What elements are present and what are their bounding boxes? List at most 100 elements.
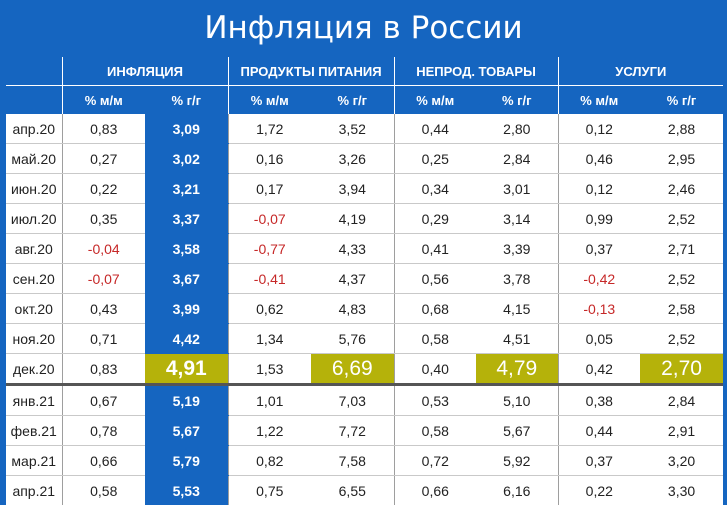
mom-value-cell: 0,41 <box>394 234 476 264</box>
corner-cell <box>6 86 62 115</box>
mom-value-cell: -0,04 <box>62 234 145 264</box>
mom-value-cell: 0,12 <box>558 114 640 144</box>
yoy-value-cell: 6,69 <box>311 354 394 385</box>
yoy-value-cell: 5,79 <box>145 446 228 476</box>
yoy-value-cell: 3,20 <box>640 446 723 476</box>
mom-value-cell: 0,37 <box>558 446 640 476</box>
mom-value-cell: 0,12 <box>558 174 640 204</box>
mom-value-cell: 0,34 <box>394 174 476 204</box>
mom-value-cell: 0,16 <box>228 144 311 174</box>
slide-title: Инфляция в России <box>0 0 727 56</box>
group-header-nonfood: НЕПРОД. ТОВАРЫ <box>394 57 558 86</box>
group-header-services: УСЛУГИ <box>558 57 723 86</box>
month-cell: сен.20 <box>6 264 62 294</box>
yoy-value-cell: 4,51 <box>476 324 558 354</box>
inflation-table: ИНФЛЯЦИЯ ПРОДУКТЫ ПИТАНИЯ НЕПРОД. ТОВАРЫ… <box>6 57 723 505</box>
subheader-mm: % м/м <box>558 86 640 115</box>
subheader-mm: % м/м <box>228 86 311 115</box>
mom-value-cell: 0,46 <box>558 144 640 174</box>
yoy-value-cell: 4,33 <box>311 234 394 264</box>
month-cell: янв.21 <box>6 385 62 416</box>
yoy-value-cell: 3,09 <box>145 114 228 144</box>
yoy-value-cell: 2,84 <box>640 385 723 416</box>
yoy-value-cell: 2,84 <box>476 144 558 174</box>
mom-value-cell: 0,25 <box>394 144 476 174</box>
mom-value-cell: 1,34 <box>228 324 311 354</box>
inflation-slide: Инфляция в России ИНФЛЯЦИЯ ПРОДУКТЫ ПИТА… <box>0 0 727 494</box>
yoy-value-cell: 3,02 <box>145 144 228 174</box>
yoy-value-cell: 6,16 <box>476 476 558 505</box>
mom-value-cell: 0,44 <box>558 416 640 446</box>
subheader-mm: % м/м <box>62 86 145 115</box>
yoy-value-cell: 3,37 <box>145 204 228 234</box>
mom-value-cell: 0,83 <box>62 114 145 144</box>
month-cell: ноя.20 <box>6 324 62 354</box>
mom-value-cell: 0,62 <box>228 294 311 324</box>
yoy-value-cell: 3,21 <box>145 174 228 204</box>
yoy-value-cell: 5,76 <box>311 324 394 354</box>
month-cell: авг.20 <box>6 234 62 264</box>
yoy-value-cell: 2,52 <box>640 324 723 354</box>
mom-value-cell: -0,07 <box>62 264 145 294</box>
yoy-value-cell: 3,26 <box>311 144 394 174</box>
yoy-value-cell: 4,42 <box>145 324 228 354</box>
yoy-value-cell: 5,53 <box>145 476 228 505</box>
month-cell: май.20 <box>6 144 62 174</box>
corner-cell <box>6 57 62 86</box>
mom-value-cell: 0,22 <box>558 476 640 505</box>
subheader-yy: % г/г <box>476 86 558 115</box>
yoy-value-cell: 7,03 <box>311 385 394 416</box>
yoy-value-cell: 4,83 <box>311 294 394 324</box>
mom-value-cell: 0,78 <box>62 416 145 446</box>
group-header-row: ИНФЛЯЦИЯ ПРОДУКТЫ ПИТАНИЯ НЕПРОД. ТОВАРЫ… <box>6 57 723 86</box>
mom-value-cell: -0,77 <box>228 234 311 264</box>
yoy-value-cell: 5,67 <box>476 416 558 446</box>
group-header-food: ПРОДУКТЫ ПИТАНИЯ <box>228 57 394 86</box>
mom-value-cell: 0,68 <box>394 294 476 324</box>
mom-value-cell: 0,38 <box>558 385 640 416</box>
mom-value-cell: 0,58 <box>394 416 476 446</box>
month-cell: фев.21 <box>6 416 62 446</box>
month-cell: июл.20 <box>6 204 62 234</box>
mom-value-cell: 0,29 <box>394 204 476 234</box>
mom-value-cell: 0,58 <box>394 324 476 354</box>
yoy-value-cell: 5,67 <box>145 416 228 446</box>
subheader-yy: % г/г <box>311 86 394 115</box>
yoy-value-cell: 7,58 <box>311 446 394 476</box>
subheader-yy: % г/г <box>640 86 723 115</box>
yoy-value-cell: 2,80 <box>476 114 558 144</box>
mom-value-cell: 0,17 <box>228 174 311 204</box>
mom-value-cell: 0,35 <box>62 204 145 234</box>
mom-value-cell: 0,99 <box>558 204 640 234</box>
yoy-value-cell: 3,52 <box>311 114 394 144</box>
yoy-value-cell: 4,79 <box>476 354 558 385</box>
mom-value-cell: 0,66 <box>62 446 145 476</box>
yoy-value-cell: 2,95 <box>640 144 723 174</box>
yoy-value-cell: 3,39 <box>476 234 558 264</box>
mom-value-cell: 0,71 <box>62 324 145 354</box>
yoy-value-cell: 3,14 <box>476 204 558 234</box>
subheader-mm: % м/м <box>394 86 476 115</box>
month-cell: мар.21 <box>6 446 62 476</box>
subheader-yy: % г/г <box>145 86 228 115</box>
yoy-value-cell: 2,70 <box>640 354 723 385</box>
yoy-value-cell: 3,99 <box>145 294 228 324</box>
yoy-value-cell: 2,58 <box>640 294 723 324</box>
mom-value-cell: 0,56 <box>394 264 476 294</box>
yoy-value-cell: 3,01 <box>476 174 558 204</box>
mom-value-cell: 0,44 <box>394 114 476 144</box>
mom-value-cell: 1,72 <box>228 114 311 144</box>
mom-value-cell: -0,41 <box>228 264 311 294</box>
month-cell: апр.21 <box>6 476 62 505</box>
mom-value-cell: 1,01 <box>228 385 311 416</box>
month-cell: июн.20 <box>6 174 62 204</box>
mom-value-cell: 0,72 <box>394 446 476 476</box>
